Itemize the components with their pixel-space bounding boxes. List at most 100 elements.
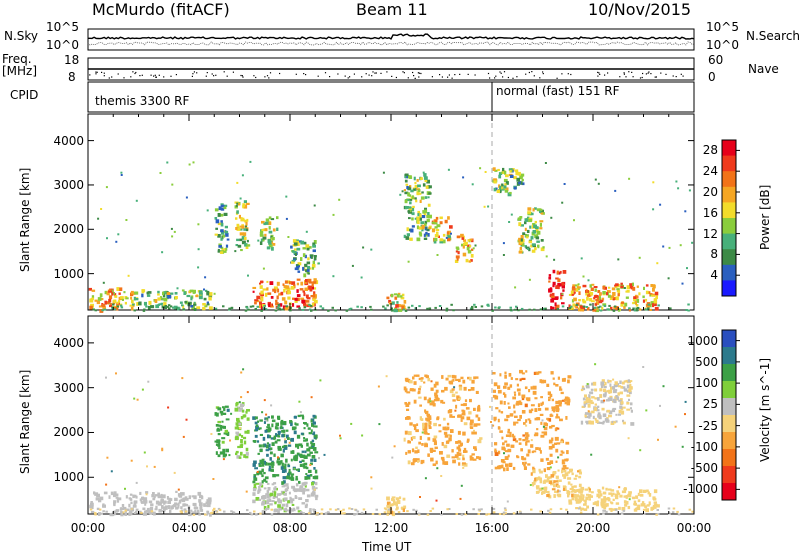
nave-point — [439, 74, 441, 76]
velocity-echo-cell — [150, 503, 154, 507]
power-echo-cell — [589, 284, 592, 288]
velocity-echo-cell — [423, 396, 427, 401]
nave-point — [95, 71, 97, 73]
power-echo-cell — [468, 260, 472, 263]
velocity-echo-cell — [460, 419, 463, 422]
velocity-echo-cell — [342, 508, 345, 511]
velocity-echo-cell — [621, 490, 626, 494]
velocity-echo-cell — [412, 508, 415, 511]
velocity-echo-cell — [377, 385, 380, 388]
velocity-echo-cell — [626, 389, 630, 393]
power-echo-cell — [537, 244, 540, 248]
power-echo-cell — [606, 292, 609, 296]
power-echo-cell — [220, 222, 224, 227]
nave-point — [542, 71, 544, 73]
velocity-echo-cell — [329, 508, 332, 511]
velocity-echo-cell — [546, 417, 550, 420]
power-echo-cell — [593, 296, 596, 300]
velocity-echo-cell — [135, 508, 139, 511]
velocity-echo-cell — [530, 472, 533, 476]
power-echo-cell — [435, 216, 439, 220]
velocity-echo-cell — [254, 467, 258, 470]
velocity-echo-cell — [424, 443, 428, 448]
velocity-echo-cell — [522, 434, 526, 437]
velocity-echo-cell — [447, 374, 452, 378]
velocity-echo-cell — [565, 416, 568, 420]
power-echo-cell — [296, 239, 299, 242]
velocity-echo-cell — [627, 379, 630, 383]
velocity-echo-cell — [629, 390, 632, 395]
velocity-echo-cell — [313, 431, 316, 434]
velocity-echo-cell — [431, 400, 435, 404]
velocity-echo-cell — [215, 412, 219, 417]
velocity-echo-cell — [155, 500, 160, 505]
nave-point — [211, 73, 213, 75]
power-echo-cell — [163, 291, 166, 295]
power-echo-cell — [460, 233, 464, 238]
power-echo-cell — [505, 181, 509, 185]
power-echo-cell — [400, 296, 405, 300]
velocity-echo-cell — [238, 408, 242, 412]
power-echo-cell — [684, 210, 687, 213]
power-echo-cell — [249, 305, 253, 308]
velocity-echo-cell — [510, 377, 513, 380]
power-colorbar-swatch — [722, 155, 736, 172]
power-echo-cell — [91, 295, 95, 299]
power-echo-cell — [269, 303, 273, 308]
velocity-echo-cell — [280, 453, 284, 458]
velocity-echo-cell — [311, 486, 316, 490]
power-echo-cell — [225, 244, 229, 248]
power-echo-cell — [296, 247, 301, 251]
velocity-echo-cell — [283, 446, 288, 450]
nave-label: Nave — [748, 62, 779, 76]
velocity-echo-cell — [396, 506, 399, 510]
power-echo-cell — [261, 220, 265, 224]
velocity-echo-cell — [242, 368, 245, 371]
velocity-echo-cell — [589, 488, 591, 491]
nave-point — [645, 73, 647, 75]
velocity-echo-cell — [153, 465, 156, 468]
velocity-echo-cell — [560, 450, 564, 453]
velocity-echo-cell — [214, 412, 217, 416]
power-echo-cell — [638, 292, 641, 296]
velocity-echo-cell — [567, 471, 570, 474]
power-echo-cell — [433, 222, 438, 225]
velocity-echo-cell — [507, 386, 511, 390]
velocity-echo-cell — [588, 498, 591, 501]
nave-point — [625, 76, 627, 78]
power-echo-cell — [422, 183, 426, 187]
power-echo-cell — [404, 175, 408, 179]
velocity-echo-cell — [580, 507, 583, 511]
velocity-echo-cell — [466, 438, 470, 442]
power-echo-cell — [548, 274, 552, 277]
velocity-echo-cell — [541, 431, 546, 434]
power-echo-cell — [417, 210, 420, 215]
velocity-echo-cell — [274, 440, 278, 444]
power-echo-cell — [289, 306, 292, 309]
velocity-echo-cell — [182, 498, 186, 503]
velocity-echo-cell — [290, 475, 294, 479]
power-echo-cell — [386, 296, 390, 300]
velocity-echo-cell — [469, 422, 473, 426]
power-echo-cell — [260, 297, 264, 302]
power-echo-cell — [456, 235, 461, 239]
velocity-echo-cell — [614, 508, 618, 511]
velocity-echo-cell — [600, 384, 604, 388]
power-echo-cell — [306, 297, 311, 300]
velocity-echo-cell — [113, 502, 116, 505]
velocity-echo-cell — [618, 399, 622, 402]
velocity-echo-cell — [291, 509, 294, 512]
velocity-colorbar-tick-label: -500 — [690, 461, 718, 476]
velocity-echo-cell — [554, 480, 558, 483]
velocity-echo-cell — [161, 447, 164, 450]
velocity-echo-cell — [567, 494, 570, 498]
velocity-echo-cell — [539, 413, 544, 416]
velocity-echo-cell — [116, 497, 119, 502]
nave-point — [317, 75, 319, 77]
velocity-echo-cell — [522, 457, 527, 461]
velocity-echo-cell — [130, 501, 133, 505]
nave-point — [242, 76, 244, 78]
velocity-echo-cell — [610, 489, 615, 492]
velocity-echo-cell — [96, 493, 100, 498]
power-echo-cell — [254, 308, 257, 310]
